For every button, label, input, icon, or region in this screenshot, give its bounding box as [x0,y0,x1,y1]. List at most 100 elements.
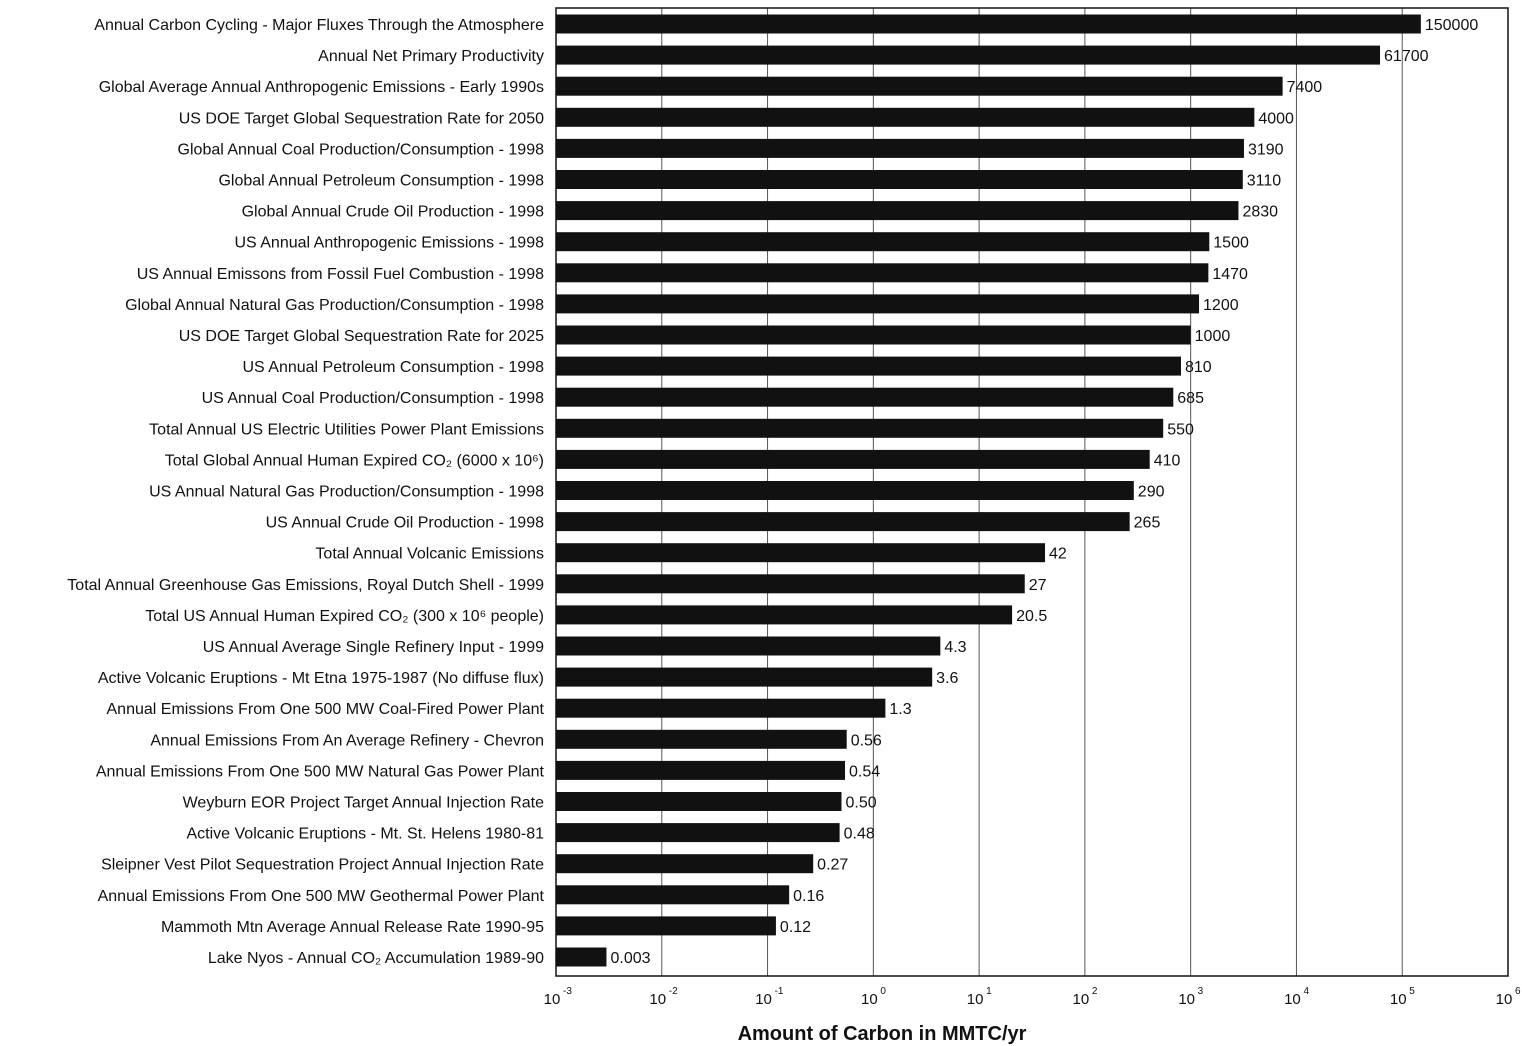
x-tick-label: 10 -1 [755,986,784,1008]
x-tick-exponent: -2 [669,986,678,997]
category-label: Annual Emissions From One 500 MW Natural… [96,763,545,780]
bar [556,76,1283,96]
x-tick-label: 10 -2 [649,986,678,1008]
value-label: 61700 [1384,48,1429,65]
x-tick-base: 10 [755,991,772,1008]
value-label: 27 [1029,577,1047,594]
bar [556,263,1209,283]
bar [556,916,776,936]
category-label: Annual Emissions From One 500 MW Coal-Fi… [107,701,545,718]
bar [556,854,814,874]
value-label: 1.3 [889,701,911,718]
x-tick-exponent: 0 [880,986,886,997]
bar [556,325,1191,345]
value-label: 265 [1134,515,1161,532]
value-label: 550 [1167,421,1194,438]
bar [556,201,1239,221]
category-label: Lake Nyos - Annual CO₂ Accumulation 1989… [208,950,544,967]
x-tick-base: 10 [1496,991,1513,1008]
value-label: 1200 [1203,297,1239,314]
bars [556,14,1421,967]
bar [556,138,1244,158]
x-tick-base: 10 [1284,991,1301,1008]
x-tick-exponent: -3 [563,986,572,997]
category-label: Global Annual Crude Oil Production - 199… [242,204,545,221]
x-tick-exponent: 1 [986,986,992,997]
value-label: 0.12 [780,919,811,936]
x-axis-ticks: 10 -3 10 -2 10 -1 10 0 10 1 10 2 10 3 10 4 10 5 10 6 [544,986,1521,1008]
x-tick-base: 10 [649,991,666,1008]
x-tick-label: 10 -3 [544,986,573,1008]
category-label: US Annual Anthropogenic Emissions - 1998 [234,235,544,252]
bar [556,698,886,718]
value-label: 42 [1049,546,1067,563]
category-label: US Annual Coal Production/Consumption - … [202,390,545,407]
bar [556,823,840,843]
bar [556,543,1046,563]
bar [556,356,1181,376]
bar [556,387,1174,407]
category-label: Annual Emissions From One 500 MW Geother… [98,888,545,905]
category-label: Global Annual Coal Production/Consumptio… [178,141,545,158]
value-label: 410 [1154,452,1181,469]
bar [556,574,1025,594]
x-tick-base: 10 [1178,991,1195,1008]
value-label: 4.3 [944,639,966,656]
x-tick-label: 10 4 [1284,986,1309,1008]
x-tick-exponent: -1 [775,986,784,997]
category-label: Total Annual Greenhouse Gas Emissions, R… [67,577,544,594]
x-tick-base: 10 [1390,991,1407,1008]
category-label: Active Volcanic Eruptions - Mt. St. Hele… [186,826,544,843]
category-label: Annual Emissions From An Average Refiner… [150,732,544,749]
category-label: US DOE Target Global Sequestration Rate … [179,328,544,345]
value-label: 0.003 [610,950,650,967]
x-tick-base: 10 [967,991,984,1008]
category-label: Mammoth Mtn Average Annual Release Rate … [161,919,544,936]
value-label: 7400 [1287,79,1323,96]
category-label: Global Average Annual Anthropogenic Emis… [99,79,544,96]
bar [556,760,846,780]
category-label: Total US Annual Human Expired CO₂ (300 x… [145,608,544,625]
x-tick-exponent: 5 [1409,986,1415,997]
category-label: Total Global Annual Human Expired CO₂ (6… [165,452,544,469]
bar [556,107,1255,127]
value-label: 1000 [1195,328,1231,345]
category-label: US Annual Emissons from Fossil Fuel Comb… [137,266,544,283]
x-tick-exponent: 4 [1303,986,1309,997]
bar [556,14,1421,34]
x-axis-title: Amount of Carbon in MMTC/yr [738,1023,1027,1045]
bar [556,449,1150,469]
category-label: US Annual Natural Gas Production/Consump… [149,484,544,501]
value-label: 150000 [1425,17,1478,34]
value-label: 0.50 [845,795,876,812]
value-label: 290 [1138,484,1165,501]
bar [556,418,1164,438]
value-label: 0.16 [793,888,824,905]
value-labels: 150000 61700 7400 4000 3190 3110 2830 1500 1470 1… [610,17,1478,967]
x-tick-exponent: 2 [1092,986,1098,997]
value-label: 0.54 [849,763,880,780]
category-labels: Annual Carbon Cycling - Major Fluxes Thr… [67,17,544,967]
value-label: 0.56 [851,732,882,749]
bar [556,294,1200,314]
bar [556,729,847,749]
x-tick-base: 10 [544,991,561,1008]
category-label: Global Annual Petroleum Consumption - 19… [218,173,544,190]
category-label: US Annual Petroleum Consumption - 1998 [242,359,544,376]
bar [556,512,1130,532]
value-label: 0.27 [817,857,848,874]
category-label: Annual Carbon Cycling - Major Fluxes Thr… [94,17,544,34]
value-label: 0.48 [844,826,875,843]
bar [556,170,1243,189]
bar [556,667,933,687]
category-label: Total Annual Volcanic Emissions [315,546,544,563]
bar [556,232,1210,252]
category-label: US Annual Average Single Refinery Input … [203,639,544,656]
category-label: Active Volcanic Eruptions - Mt Etna 1975… [98,670,544,687]
category-label: US DOE Target Global Sequestration Rate … [179,110,544,127]
bar [556,885,790,905]
category-label: Annual Net Primary Productivity [318,48,544,65]
x-tick-base: 10 [1073,991,1090,1008]
bar [556,481,1134,500]
